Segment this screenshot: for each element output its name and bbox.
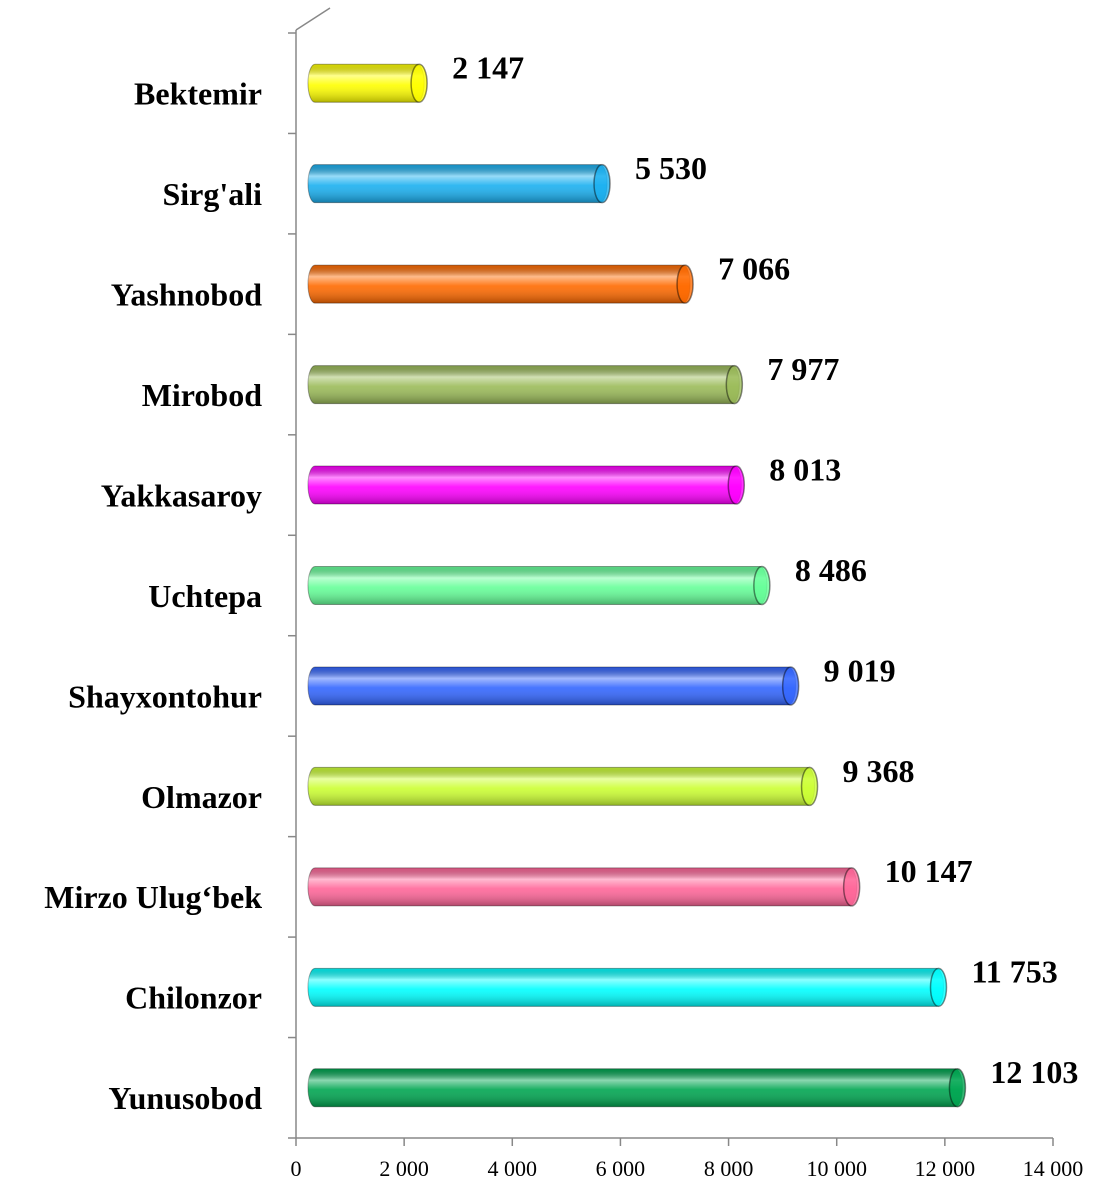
bar-shine — [308, 64, 425, 103]
category-label: Mirzo Ulug‘bek — [44, 879, 262, 915]
category-label: Chilonzor — [125, 980, 262, 1016]
bar-cap — [593, 163, 611, 204]
x-tick-label: 10 000 — [806, 1156, 867, 1181]
bar-cap — [800, 766, 819, 807]
x-tick-label: 4 000 — [488, 1156, 538, 1181]
value-label: 7 977 — [767, 351, 839, 387]
x-tick-label: 6 000 — [596, 1156, 646, 1181]
bar-shine — [308, 767, 815, 806]
bar-cap — [676, 264, 694, 304]
category-label: Mirobod — [142, 377, 263, 413]
category-label: Yunusobod — [108, 1080, 262, 1116]
bar-shine — [308, 265, 691, 304]
value-label: 9 368 — [843, 753, 915, 789]
value-label: 7 066 — [718, 250, 790, 286]
bar-shine — [308, 365, 740, 404]
x-tick-label: 8 000 — [704, 1156, 754, 1181]
x-tick-label: 0 — [291, 1156, 302, 1181]
category-label: Shayxontohur — [68, 678, 262, 714]
bar-shine — [308, 1068, 963, 1107]
value-label: 5 530 — [635, 150, 707, 186]
x-tick-label: 12 000 — [915, 1156, 976, 1181]
value-label: 9 019 — [824, 652, 896, 688]
bar-cap — [948, 1068, 967, 1108]
value-label: 2 147 — [452, 50, 524, 86]
wall-edge — [295, 7, 331, 31]
bar-cap — [929, 967, 948, 1008]
bar-shine — [308, 968, 944, 1007]
x-tick-label: 2 000 — [379, 1156, 429, 1181]
category-label: Bektemir — [134, 76, 262, 112]
category-label: Olmazor — [141, 779, 262, 815]
bar-shine — [308, 466, 742, 505]
category-label: Sirg'ali — [162, 176, 262, 212]
bar-cap — [725, 364, 744, 405]
bar-cap — [842, 867, 861, 907]
bar-shine — [308, 566, 767, 605]
category-label: Uchtepa — [148, 578, 262, 614]
value-label: 8 013 — [769, 451, 841, 487]
bar-cap — [753, 565, 771, 606]
category-label: Yakkasaroy — [101, 477, 262, 513]
bar-shine — [308, 666, 796, 705]
bar-cap — [727, 465, 746, 505]
value-label: 8 486 — [795, 552, 867, 588]
x-tick-label: 14 000 — [1023, 1156, 1084, 1181]
value-label: 11 753 — [972, 954, 1058, 990]
category-label: Yashnobod — [111, 276, 262, 312]
value-label: 10 147 — [885, 853, 973, 889]
bar-cap — [410, 63, 428, 103]
bar-shine — [308, 164, 608, 203]
bar-cap — [781, 666, 800, 706]
value-label: 12 103 — [990, 1054, 1078, 1090]
bar-shine — [308, 867, 857, 906]
